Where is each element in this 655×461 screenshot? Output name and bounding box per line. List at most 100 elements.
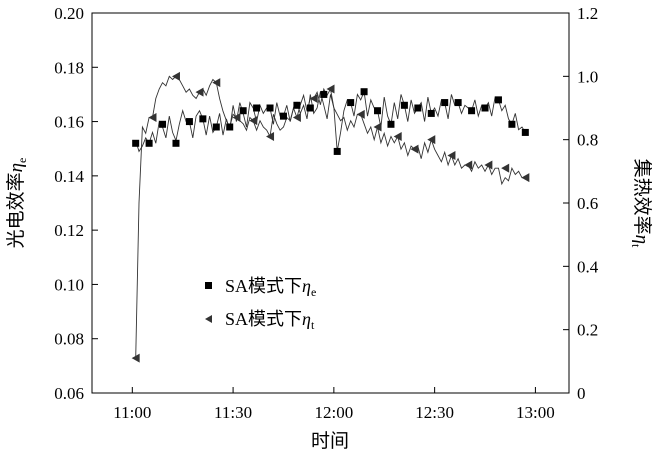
point-eta-e	[441, 99, 449, 107]
point-eta-e	[481, 104, 489, 112]
legend-eta-t-symbol: η	[302, 309, 311, 329]
point-eta-e	[400, 101, 408, 109]
point-eta-t	[464, 160, 473, 170]
point-eta-e	[333, 147, 341, 155]
point-eta-e	[320, 90, 328, 98]
y-left-title-subscript: e	[15, 158, 29, 163]
point-eta-t	[373, 122, 382, 132]
point-eta-t	[249, 116, 258, 126]
y-right-title-subscript: t	[629, 244, 643, 248]
point-eta-e	[266, 104, 274, 112]
point-eta-e	[132, 139, 140, 147]
legend-eta-t-subscript: t	[311, 318, 315, 332]
legend-eta-t-text: SA模式下	[225, 309, 302, 329]
y-left-tick-label: 0.14	[54, 167, 84, 186]
point-eta-e	[468, 107, 476, 115]
plot-frame	[91, 12, 570, 394]
y-left-tick-label: 0.18	[54, 58, 84, 77]
legend-marker-eta-t	[205, 315, 212, 323]
point-eta-t	[447, 151, 456, 160]
point-eta-t	[292, 113, 301, 122]
point-eta-t	[393, 132, 402, 141]
point-eta-e	[414, 104, 422, 112]
x-tick-label: 11:00	[113, 403, 151, 422]
legend-eta-e-subscript: e	[311, 285, 316, 299]
point-eta-e	[145, 139, 153, 147]
trace-lines	[135, 75, 526, 359]
point-eta-e	[226, 123, 234, 131]
point-eta-e	[239, 107, 247, 115]
svg-text:集热效率ηt: 集热效率ηt	[629, 159, 653, 248]
y-right-tick-label: 0.8	[577, 131, 598, 150]
point-eta-e	[347, 99, 355, 107]
axis-ticks: 11:00 11:30 12:00 12:30 13:00 0.06 0.08 0.10 0.1…	[54, 4, 599, 422]
y-right-tick-label: 0	[577, 384, 586, 403]
point-eta-t	[326, 84, 335, 94]
point-eta-e	[360, 88, 368, 96]
legend-eta-e-symbol: η	[302, 276, 311, 296]
point-eta-t	[195, 87, 204, 97]
point-eta-t	[148, 113, 157, 122]
point-eta-e	[199, 115, 207, 123]
y-right-axis-title: 集热效率ηt	[629, 159, 653, 248]
point-eta-e	[427, 109, 435, 117]
point-eta-e	[293, 101, 301, 109]
y-left-tick-label: 0.16	[54, 113, 84, 132]
point-eta-t	[171, 71, 180, 81]
point-eta-t	[427, 135, 436, 145]
y-right-tick-label: 0.2	[577, 321, 598, 340]
point-eta-t	[521, 173, 530, 183]
y-right-tick-label: 0.6	[577, 194, 598, 213]
legend-label-eta-t: SA模式下ηt	[225, 309, 315, 332]
point-eta-e	[253, 104, 261, 112]
point-eta-t	[232, 113, 241, 122]
y-left-tick-label: 0.12	[54, 221, 84, 240]
y-right-tick-label: 1.0	[577, 67, 598, 86]
legend-marker-eta-e	[205, 282, 212, 289]
y-left-tick-label: 0.08	[54, 330, 84, 349]
y-left-title-symbol: η	[6, 163, 27, 172]
trace-line-eta-e	[135, 90, 526, 153]
point-eta-t	[356, 109, 365, 119]
x-tick-label: 11:30	[214, 403, 252, 422]
point-eta-t	[501, 163, 510, 173]
y-left-tick-label: 0.10	[54, 275, 84, 294]
point-eta-t	[131, 353, 140, 363]
point-eta-e	[374, 107, 382, 115]
x-tick-label: 12:00	[314, 403, 353, 422]
point-eta-e	[454, 99, 462, 107]
point-eta-t	[309, 94, 318, 103]
point-eta-t	[266, 132, 275, 141]
point-eta-e	[387, 120, 395, 128]
x-tick-label: 12:30	[415, 403, 454, 422]
point-eta-e	[521, 128, 529, 136]
point-eta-e	[185, 118, 193, 126]
point-eta-t	[484, 160, 493, 170]
point-eta-e	[212, 123, 220, 131]
point-eta-e	[172, 139, 180, 147]
y-right-tick-label: 0.4	[577, 257, 599, 276]
legend-eta-e-text: SA模式下	[225, 276, 302, 296]
x-tick-label: 13:00	[516, 403, 555, 422]
y-left-title-text: 光电效率	[5, 172, 27, 248]
y-left-axis-title: 光电效率ηe	[5, 158, 29, 249]
svg-text:光电效率ηe: 光电效率ηe	[5, 158, 29, 249]
y-right-title-text: 集热效率	[631, 159, 653, 235]
point-eta-e	[494, 96, 502, 104]
y-right-title-symbol: η	[631, 235, 652, 244]
point-eta-e	[279, 112, 287, 120]
data-markers	[131, 71, 530, 363]
trace-line-eta-t	[135, 75, 526, 359]
point-eta-t	[212, 78, 221, 88]
point-eta-t	[410, 144, 419, 154]
legend: SA模式下ηe SA模式下ηt	[205, 276, 316, 332]
point-eta-e	[306, 104, 314, 112]
legend-label-eta-e: SA模式下ηe	[225, 276, 316, 299]
y-left-tick-label: 0.06	[54, 384, 84, 403]
x-axis-title: 时间	[311, 430, 349, 452]
point-eta-e	[159, 120, 167, 128]
point-eta-e	[508, 120, 516, 128]
y-right-tick-label: 1.2	[577, 4, 598, 23]
y-left-tick-label: 0.20	[54, 4, 84, 23]
